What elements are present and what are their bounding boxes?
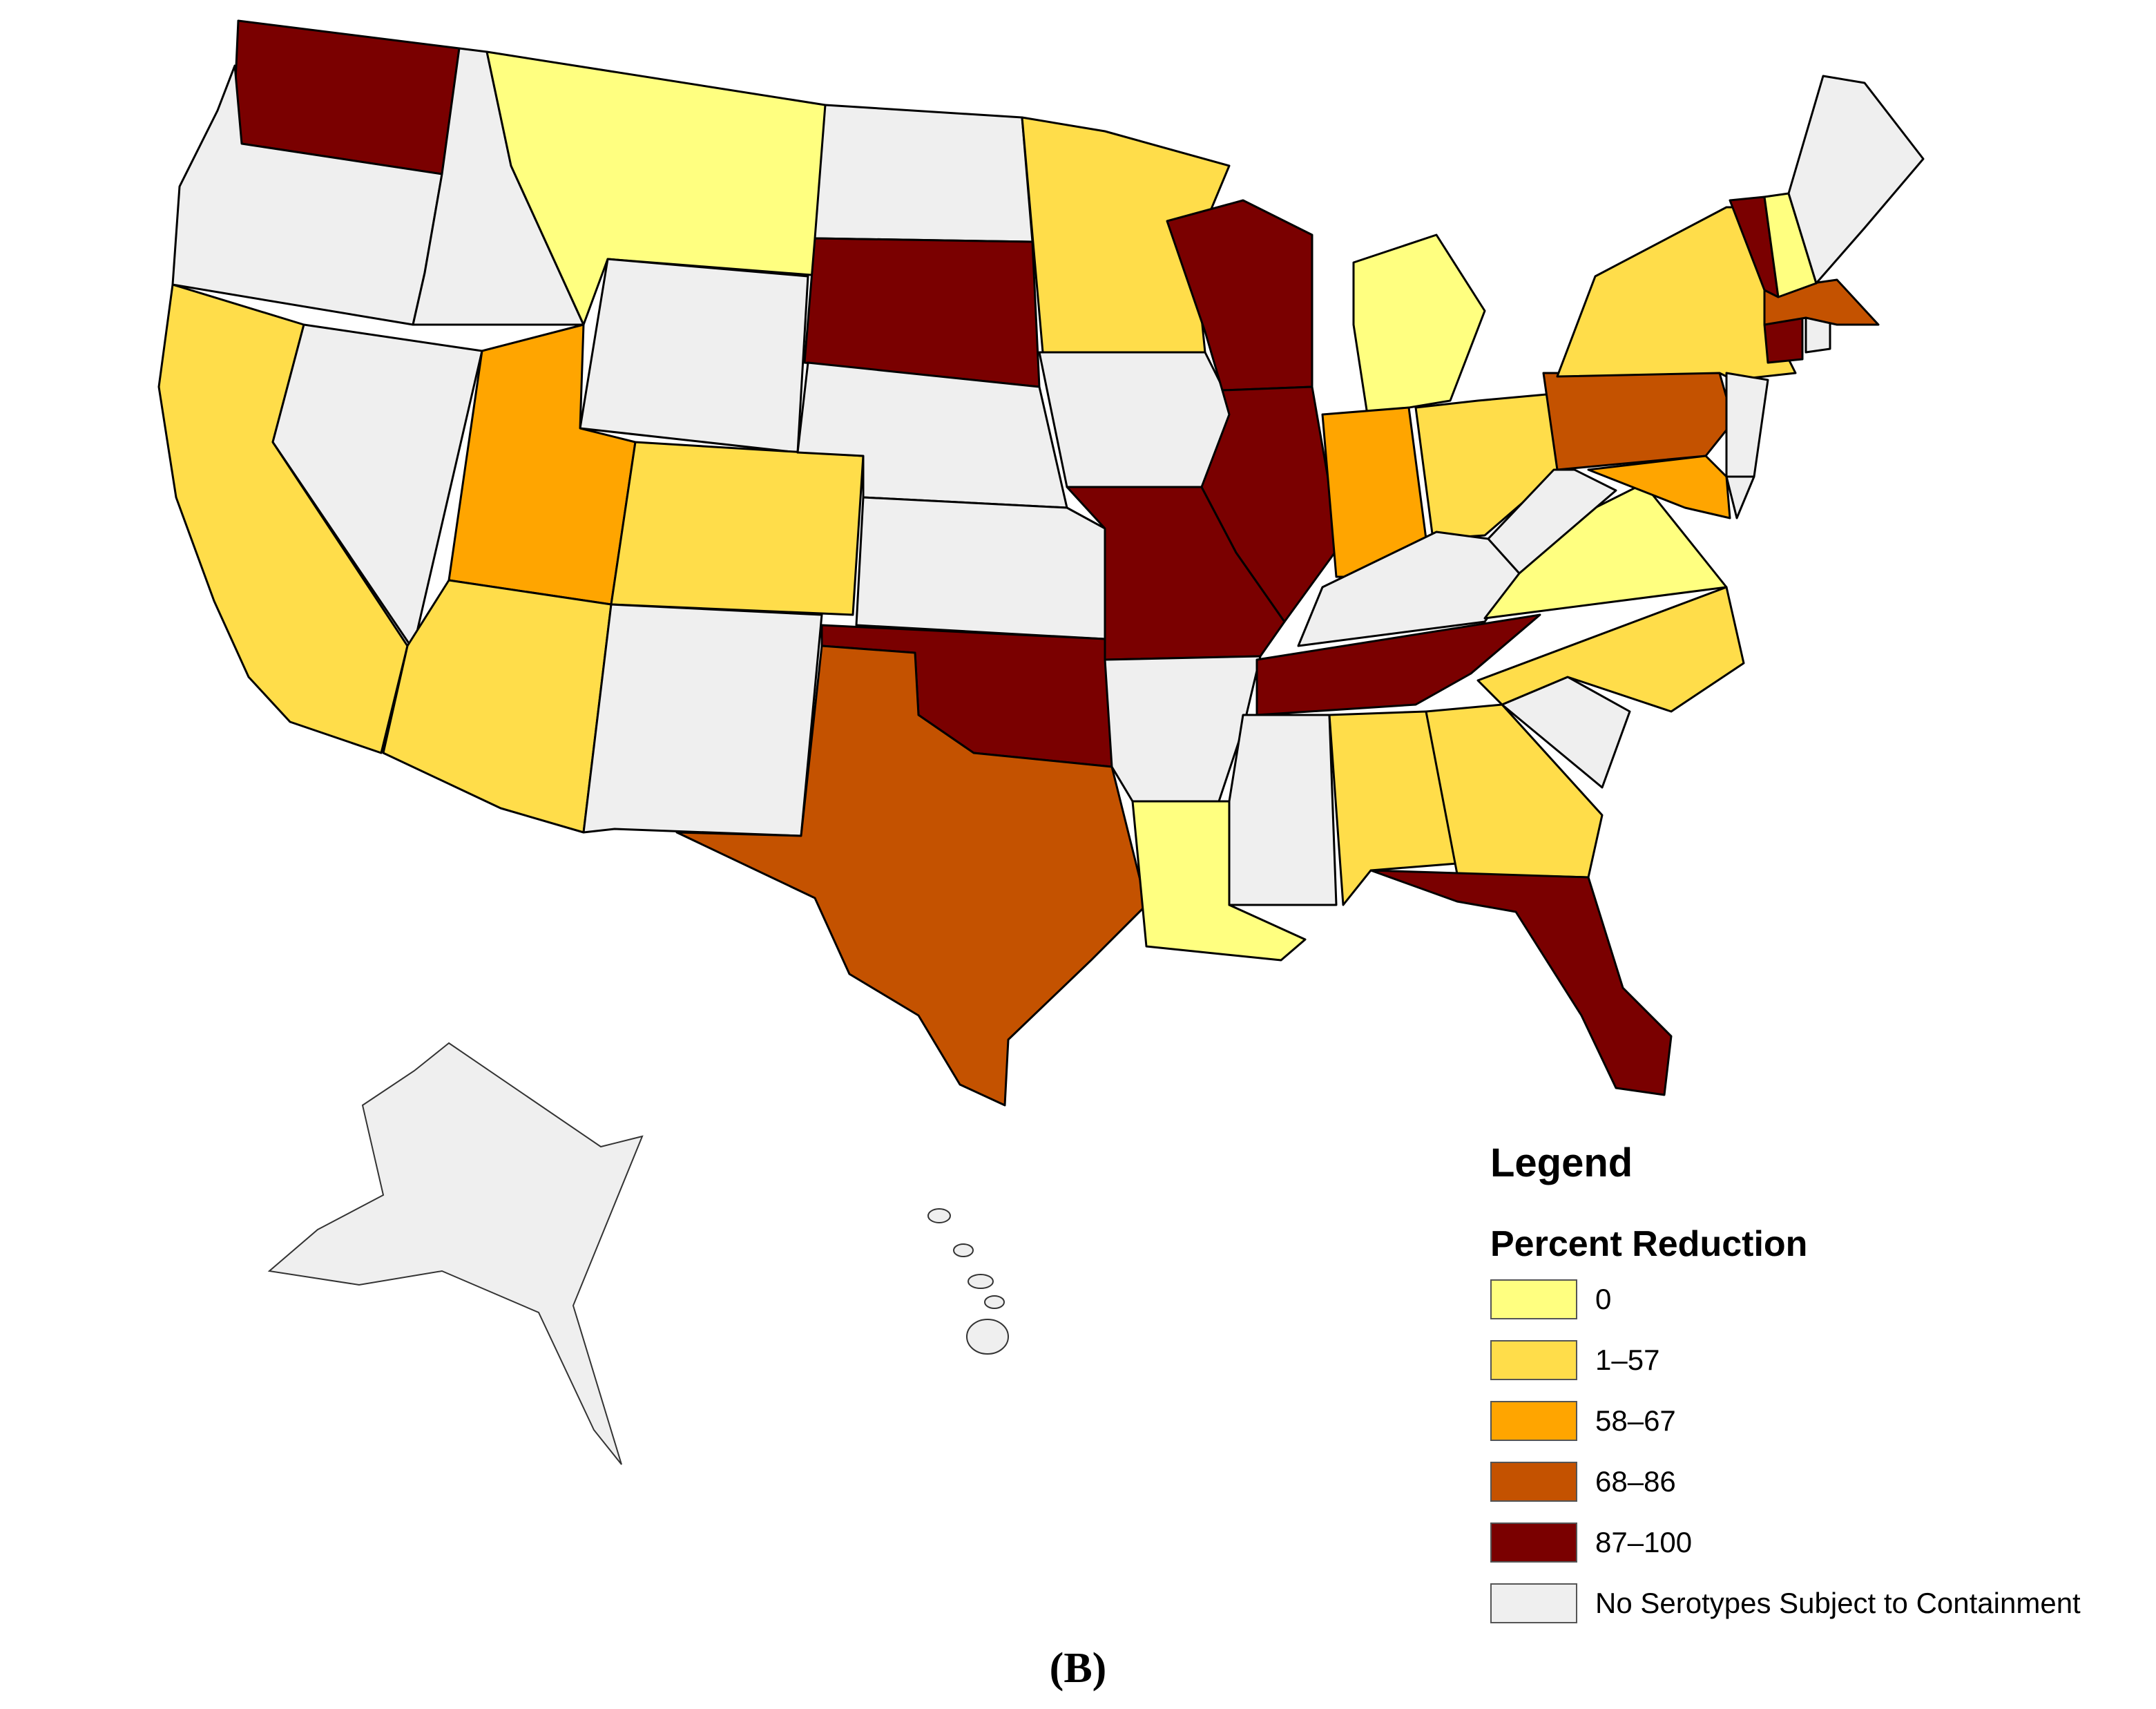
state-al <box>1328 710 1459 906</box>
legend-label: 87–100 <box>1595 1526 1693 1558</box>
legend-title: Legend <box>1490 1140 1633 1185</box>
legend-item: 0 <box>1490 1279 2139 1320</box>
legend-swatch <box>1490 1462 1577 1502</box>
state-wv <box>1487 468 1617 575</box>
legend-swatch <box>1490 1583 1577 1623</box>
legend-label: 0 <box>1595 1283 1612 1315</box>
legend-item: 87–100 <box>1490 1522 2139 1563</box>
contiguous-states <box>157 19 1925 1107</box>
state-de <box>1725 475 1755 519</box>
state-wy <box>579 258 809 454</box>
state-co <box>610 441 865 616</box>
state-fl <box>1369 869 1673 1096</box>
state-hi-island <box>927 1208 951 1223</box>
state-hi-island <box>968 1274 994 1289</box>
state-nd <box>814 104 1034 243</box>
legend-label: 68–86 <box>1595 1465 1676 1498</box>
legend-item: 58–67 <box>1490 1400 2139 1442</box>
state-mi <box>1352 233 1486 416</box>
state-il <box>1200 385 1341 623</box>
state-sd <box>803 237 1041 388</box>
state-tn <box>1255 613 1541 716</box>
legend-item: 1–57 <box>1490 1339 2139 1381</box>
alaska-hawaii-insets <box>267 1042 1009 1465</box>
panel-label: (B) <box>1049 1645 1107 1692</box>
state-nm <box>582 603 823 837</box>
legend-label: 58–67 <box>1595 1404 1676 1437</box>
legend-subtitle: Percent Reduction <box>1490 1224 1808 1264</box>
state-ga <box>1425 703 1604 879</box>
legend-item: No Serotypes Subject to Containment <box>1490 1583 2139 1624</box>
state-ms <box>1228 714 1338 906</box>
state-hi-island <box>953 1243 974 1257</box>
state-ia <box>1038 351 1238 488</box>
state-hi-island <box>966 1319 1009 1355</box>
legend-swatch <box>1490 1340 1577 1380</box>
legend: Legend Percent Reduction 0 1–57 58–67 68… <box>1490 1140 2139 1643</box>
state-ks <box>855 496 1106 640</box>
legend-swatch <box>1490 1279 1577 1319</box>
legend-label: No Serotypes Subject to Containment <box>1595 1587 2081 1619</box>
legend-item: 68–86 <box>1490 1461 2139 1502</box>
legend-label: 1–57 <box>1595 1344 1660 1376</box>
state-md <box>1587 455 1731 519</box>
state-hi-island <box>984 1295 1005 1309</box>
state-tx <box>675 645 1148 1107</box>
state-nj <box>1725 372 1769 478</box>
legend-swatch <box>1490 1522 1577 1563</box>
legend-swatch <box>1490 1401 1577 1441</box>
state-me <box>1787 75 1925 285</box>
state-ak <box>267 1042 644 1465</box>
state-va <box>1483 482 1728 620</box>
